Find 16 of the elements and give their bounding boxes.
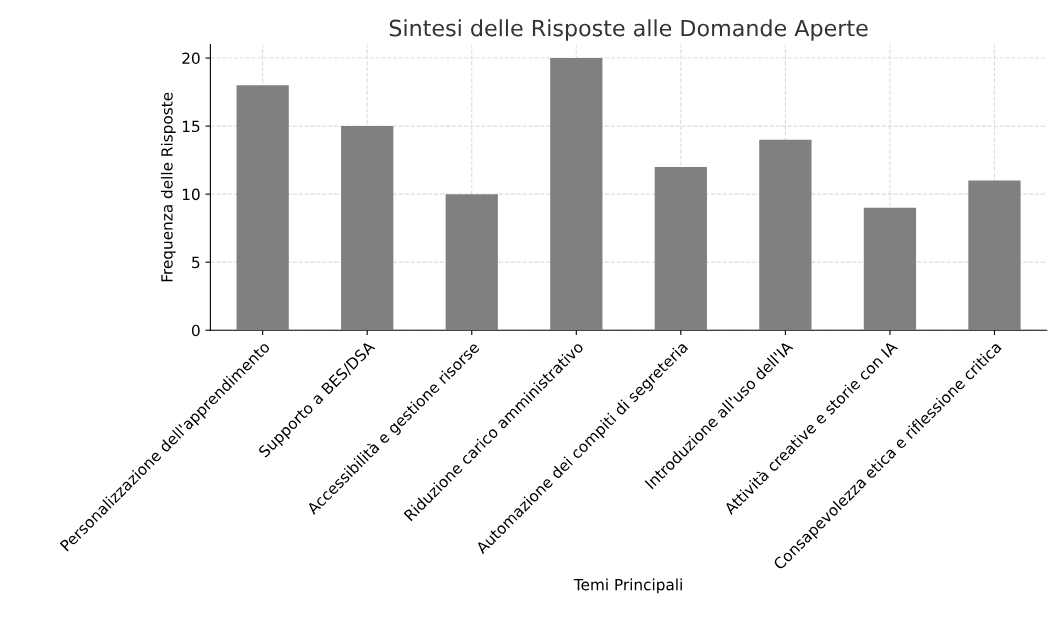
- y-axis-title: Frequenza delle Risposte: [160, 92, 176, 282]
- bar: [759, 139, 812, 331]
- y-tick-label: 0: [191, 324, 200, 337]
- x-axis-title: Temi Principali: [573, 578, 682, 594]
- bar: [654, 166, 707, 331]
- y-tick-label: 5: [192, 256, 200, 269]
- bar: [863, 207, 917, 331]
- bar: [236, 85, 289, 331]
- bar: [968, 180, 1021, 331]
- y-tick-label: 10: [182, 188, 200, 201]
- bar: [445, 194, 498, 331]
- bar: [341, 126, 394, 331]
- y-tick-label: 20: [182, 52, 200, 65]
- bar: [550, 58, 603, 331]
- chart-title: Sintesi delle Risposte alle Domande Aperte: [389, 19, 868, 41]
- y-tick-label: 15: [182, 120, 200, 133]
